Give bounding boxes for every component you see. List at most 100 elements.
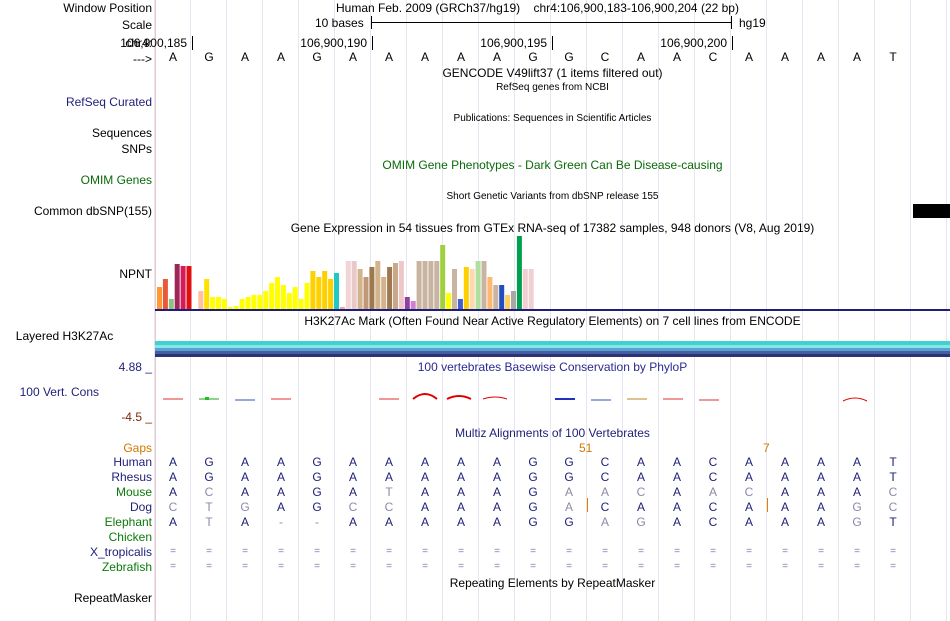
gtex-tissue-bar[interactable] xyxy=(233,306,239,309)
gtex-tissue-bar[interactable] xyxy=(174,264,180,309)
species-label[interactable]: Human xyxy=(113,455,152,469)
gtex-tissue-bar[interactable] xyxy=(393,263,398,309)
track-label-npnt[interactable]: NPNT xyxy=(119,267,152,281)
omim-track-title[interactable]: OMIM Gene Phenotypes - Dark Green Can Be… xyxy=(382,158,723,172)
gtex-tissue-bar[interactable] xyxy=(216,297,221,309)
track-label-omim[interactable]: OMIM Genes xyxy=(80,173,152,187)
publications-track-title[interactable]: Publications: Sequences in Scientific Ar… xyxy=(453,113,652,124)
phylop-conservation-plot[interactable] xyxy=(155,385,950,415)
gtex-tissue-bar[interactable] xyxy=(292,287,298,309)
gtex-tissue-bar[interactable] xyxy=(334,273,339,309)
gtex-tissue-bar[interactable] xyxy=(275,277,280,309)
gtex-tissue-bar[interactable] xyxy=(463,267,469,309)
gtex-tissue-bar[interactable] xyxy=(493,285,499,309)
gtex-tissue-bar[interactable] xyxy=(440,245,446,309)
tracks-panel[interactable]: Human Feb. 2009 (GRCh37/hg19) chr4:106,9… xyxy=(120,0,950,621)
gtex-tissue-bar[interactable] xyxy=(316,277,322,309)
gtex-tissue-bar[interactable] xyxy=(522,269,528,309)
gtex-tissue-bar[interactable] xyxy=(304,283,310,309)
gtex-track-title[interactable]: Gene Expression in 54 tissues from GTEx … xyxy=(290,221,815,235)
dbsnp-variant-block[interactable] xyxy=(913,204,950,218)
gtex-tissue-bar[interactable] xyxy=(404,297,410,309)
species-label[interactable]: Chicken xyxy=(108,530,152,544)
gtex-tissue-bar[interactable] xyxy=(375,261,381,309)
gtex-tissue-bar[interactable] xyxy=(428,261,434,309)
gtex-tissue-bar[interactable] xyxy=(499,285,505,309)
refseq-track-title[interactable]: RefSeq genes from NCBI xyxy=(496,82,609,93)
phylop-track-title[interactable]: 100 vertebrates Basewise Conservation by… xyxy=(417,360,688,374)
gtex-tissue-bar[interactable] xyxy=(322,271,328,309)
gtex-tissue-bar[interactable] xyxy=(310,271,316,309)
species-label[interactable]: X_tropicalis xyxy=(89,545,152,559)
gtex-tissue-bar[interactable] xyxy=(434,261,440,309)
h3k27ac-layers[interactable] xyxy=(155,341,950,357)
gtex-tissue-bar[interactable] xyxy=(511,291,516,309)
repeatmasker-track-title[interactable]: Repeating Elements by RepeatMasker xyxy=(449,576,656,590)
gtex-tissue-bar[interactable] xyxy=(357,269,363,309)
gtex-tissue-bar[interactable] xyxy=(369,267,375,309)
gtex-tissue-bar[interactable] xyxy=(416,261,422,309)
gtex-tissue-bar[interactable] xyxy=(481,261,487,309)
species-label[interactable]: Rhesus xyxy=(111,470,152,484)
alignment-base: = xyxy=(566,546,572,557)
alignment-base: = xyxy=(458,561,464,572)
gtex-tissue-bar[interactable] xyxy=(381,277,387,309)
gtex-tissue-bar[interactable] xyxy=(345,261,351,309)
gtex-tissue-bar[interactable] xyxy=(280,285,286,309)
gtex-tissue-bar[interactable] xyxy=(398,261,404,309)
gtex-tissue-bar[interactable] xyxy=(162,279,168,309)
gtex-tissue-bar[interactable] xyxy=(269,283,275,309)
track-label-refseq[interactable]: RefSeq Curated xyxy=(65,95,152,109)
gtex-tissue-bar[interactable] xyxy=(516,236,522,309)
track-label-common-dbsnp[interactable]: Common dbSNP(155) xyxy=(33,204,152,218)
gtex-tissue-bar[interactable] xyxy=(298,299,304,309)
gtex-tissue-bar[interactable] xyxy=(251,295,257,309)
gencode-track-title[interactable]: GENCODE V49lift37 (1 items filtered out) xyxy=(442,66,663,80)
gtex-tissue-bar[interactable] xyxy=(422,261,428,309)
gtex-bar-chart[interactable] xyxy=(155,236,950,312)
gtex-tissue-bar[interactable] xyxy=(475,261,481,309)
gtex-tissue-bar[interactable] xyxy=(168,299,174,309)
gtex-tissue-bar[interactable] xyxy=(339,307,345,309)
gtex-tissue-bar[interactable] xyxy=(198,291,204,309)
species-label[interactable]: Elephant xyxy=(104,515,152,529)
species-label[interactable]: Zebrafish xyxy=(101,560,152,574)
gtex-tissue-bar[interactable] xyxy=(457,299,463,309)
gtex-tissue-bar[interactable] xyxy=(227,307,233,309)
alignment-base: G xyxy=(636,515,646,529)
track-label-100-vert-cons[interactable]: 100 Vert. Cons xyxy=(19,385,99,399)
species-label[interactable]: Dog xyxy=(129,500,152,514)
gtex-tissue-bar[interactable] xyxy=(452,269,457,309)
track-label-layered-h3k27ac[interactable]: Layered H3K27Ac xyxy=(15,329,114,343)
gtex-tissue-bar[interactable] xyxy=(387,267,393,309)
track-label-sequences[interactable]: Sequences xyxy=(91,126,152,140)
h3k27ac-track-title[interactable]: H3K27Ac Mark (Often Found Near Active Re… xyxy=(304,314,801,328)
gtex-tissue-bar[interactable] xyxy=(245,297,251,309)
gtex-tissue-bar[interactable] xyxy=(469,269,475,309)
reference-base: G xyxy=(564,50,574,64)
alignment-base: G xyxy=(528,500,538,514)
gtex-tissue-bar[interactable] xyxy=(410,301,416,309)
gtex-tissue-bar[interactable] xyxy=(204,279,210,309)
species-label[interactable]: Mouse xyxy=(115,485,152,499)
track-label-snps[interactable]: SNPs xyxy=(121,142,152,156)
gtex-tissue-bar[interactable] xyxy=(446,293,452,309)
gtex-tissue-bar[interactable] xyxy=(221,299,227,309)
gtex-tissue-bar[interactable] xyxy=(528,269,534,309)
gtex-tissue-bar[interactable] xyxy=(210,297,216,309)
gtex-tissue-bar[interactable] xyxy=(328,279,334,309)
gtex-tissue-bar[interactable] xyxy=(505,295,511,309)
multiz-track-title[interactable]: Multiz Alignments of 100 Vertebrates xyxy=(455,426,650,440)
gtex-tissue-bar[interactable] xyxy=(157,287,162,309)
gtex-tissue-bar[interactable] xyxy=(257,295,263,309)
gtex-tissue-bar[interactable] xyxy=(263,291,269,309)
gtex-tissue-bar[interactable] xyxy=(239,299,245,309)
track-label-repeatmasker[interactable]: RepeatMasker xyxy=(73,591,152,605)
gtex-tissue-bar[interactable] xyxy=(363,277,369,309)
gtex-tissue-bar[interactable] xyxy=(186,266,192,309)
gtex-tissue-bar[interactable] xyxy=(351,261,357,309)
gtex-tissue-bar[interactable] xyxy=(286,293,292,309)
gtex-tissue-bar[interactable] xyxy=(180,266,186,309)
gtex-tissue-bar[interactable] xyxy=(487,277,493,309)
dbsnp-track-title[interactable]: Short Genetic Variants from dbSNP releas… xyxy=(446,191,659,202)
